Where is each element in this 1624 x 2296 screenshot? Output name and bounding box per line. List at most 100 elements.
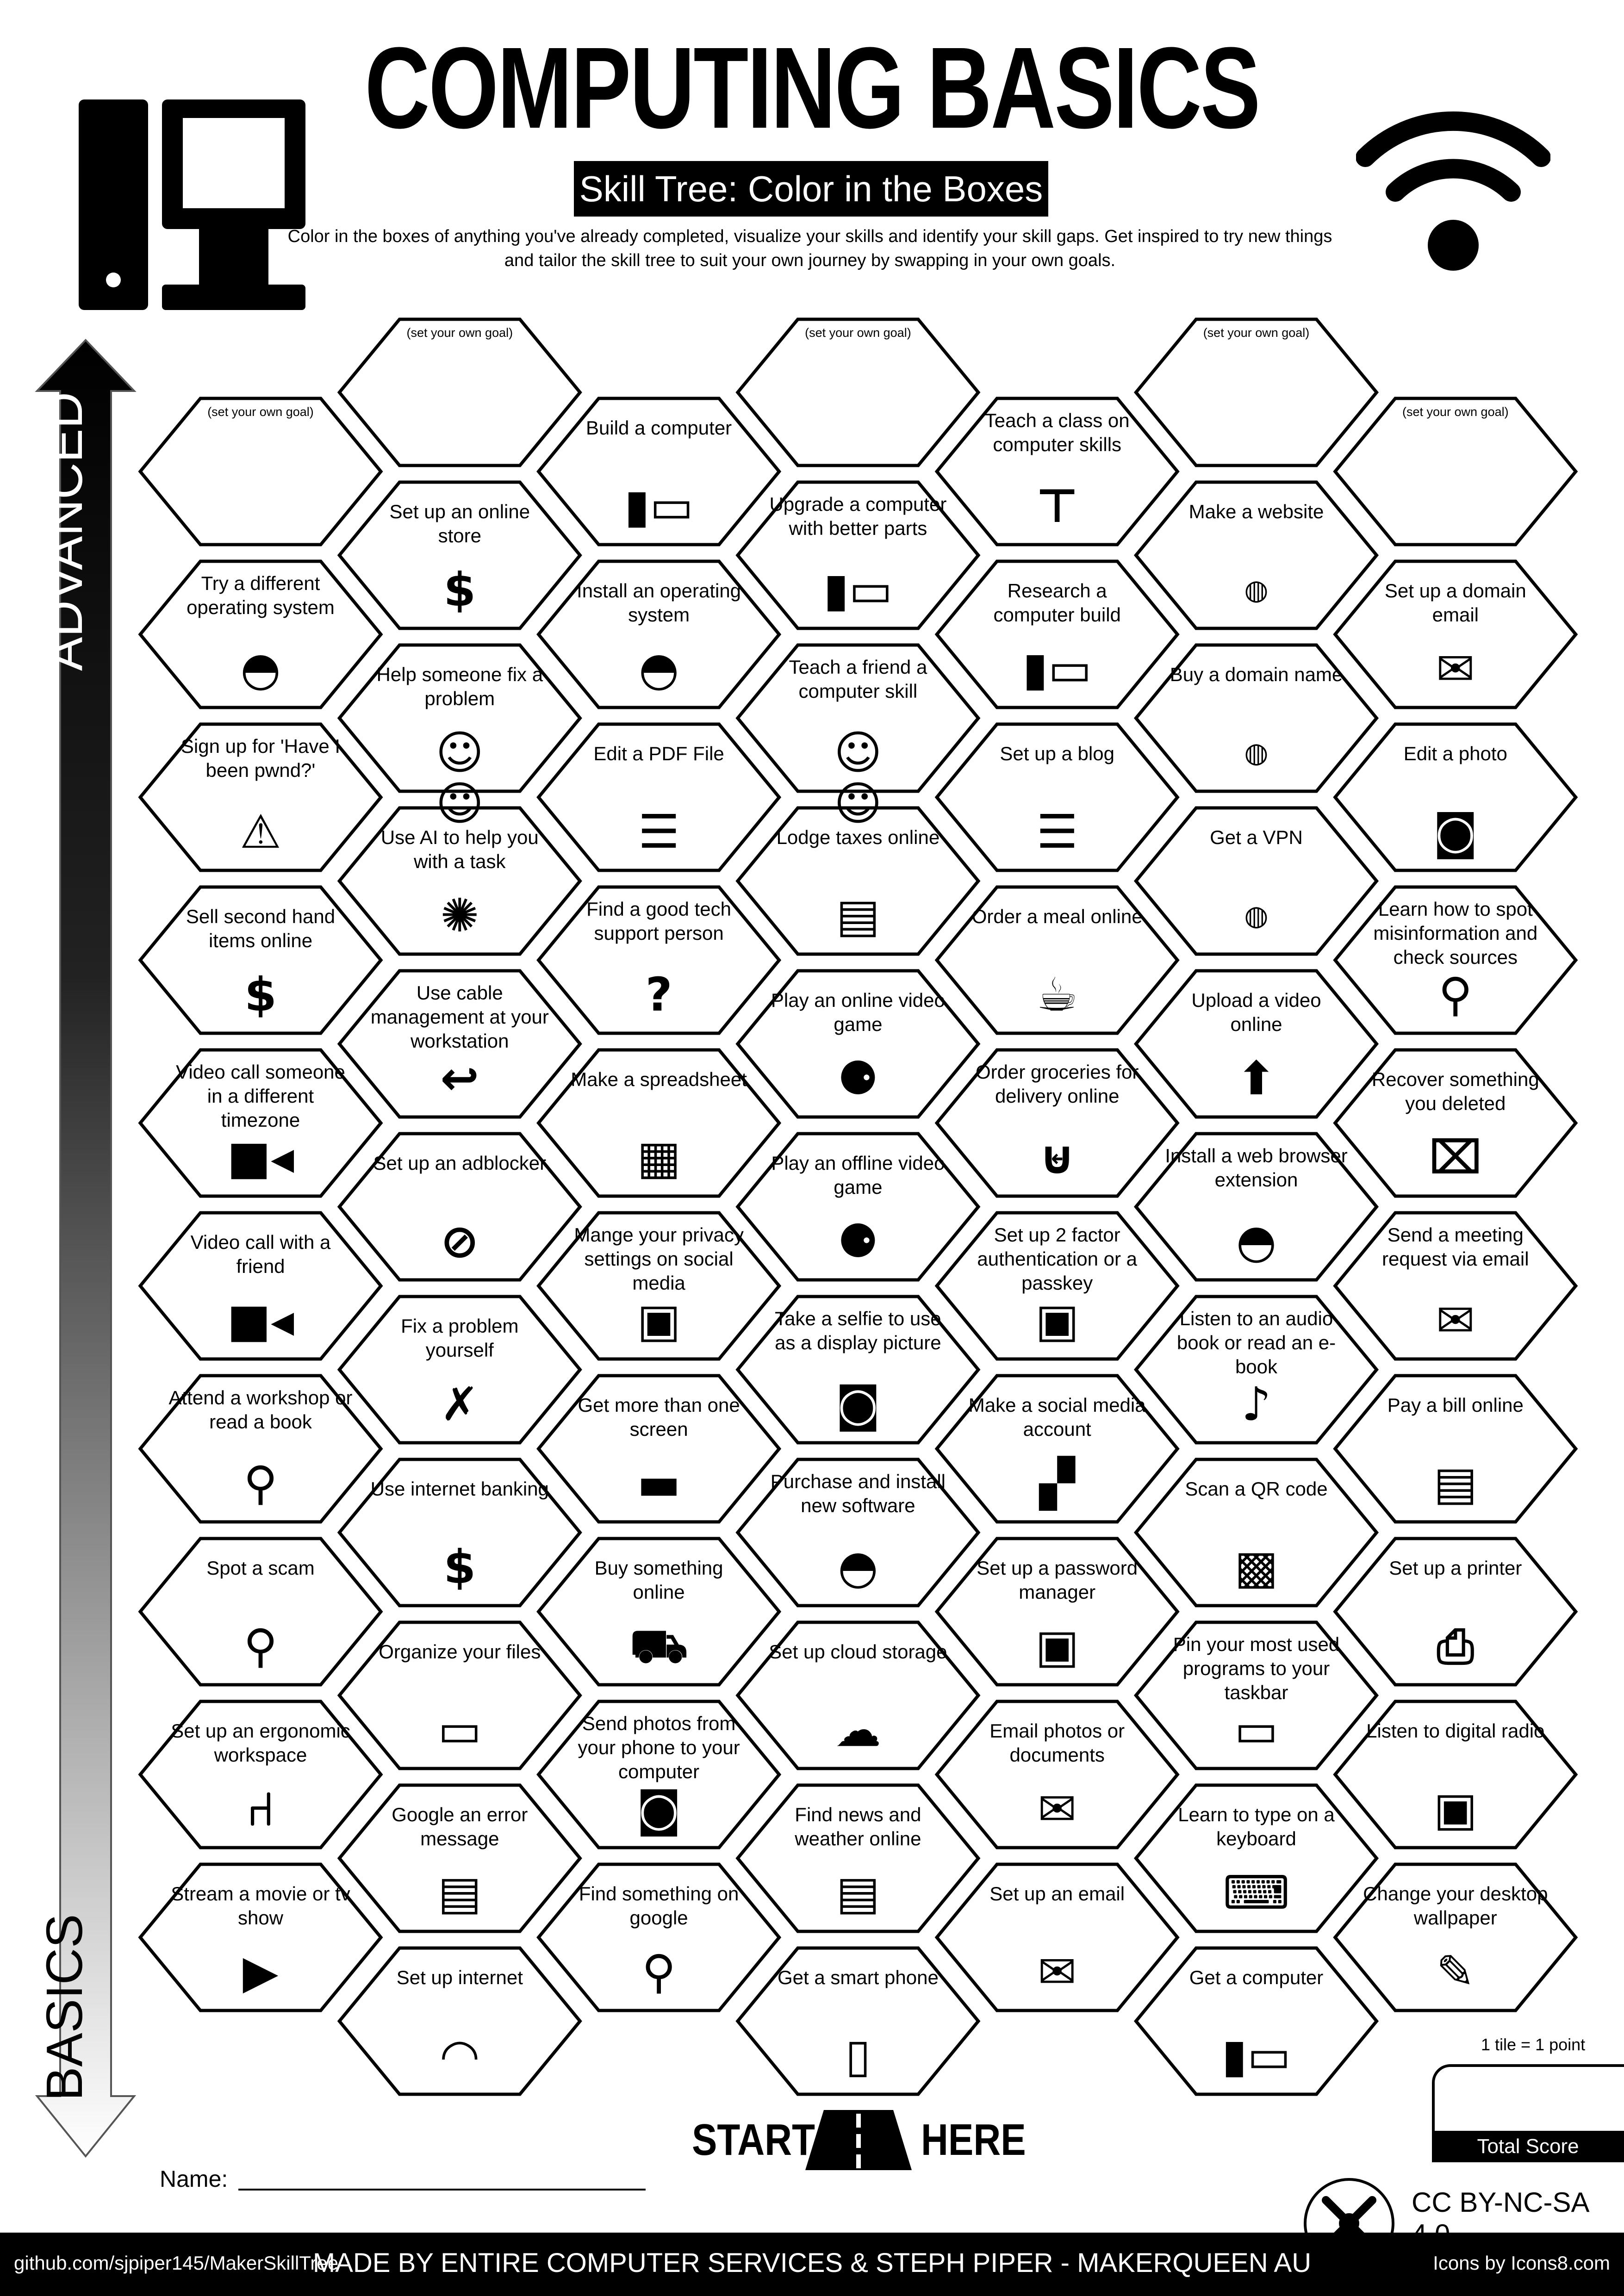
skill-hex[interactable]	[1333, 1862, 1578, 2012]
skill-hex[interactable]	[138, 1211, 383, 1361]
name-input-line[interactable]	[238, 2189, 646, 2191]
skill-hex[interactable]	[536, 397, 782, 546]
skill-hex[interactable]	[337, 806, 582, 956]
skill-hex[interactable]	[536, 1862, 782, 2012]
skill-hex[interactable]	[1333, 397, 1578, 546]
skill-hex[interactable]	[735, 1946, 981, 2096]
skill-hex[interactable]	[1333, 885, 1578, 1035]
skill-hex[interactable]	[1333, 1374, 1578, 1524]
skill-hex[interactable]	[1333, 1537, 1578, 1687]
skill-hex[interactable]	[138, 1700, 383, 1849]
skill-hex[interactable]	[735, 643, 981, 793]
skill-hex[interactable]	[138, 885, 383, 1035]
skill-hex[interactable]	[1133, 1946, 1379, 2096]
skill-hex[interactable]	[1133, 317, 1379, 467]
skill-hex[interactable]	[1133, 643, 1379, 793]
skill-hex[interactable]	[337, 1132, 582, 1282]
skill-hex[interactable]	[1133, 480, 1379, 630]
skill-label: Research a computer build	[993, 580, 1121, 626]
skill-hex[interactable]	[735, 1783, 981, 1933]
skill-hex[interactable]	[934, 722, 1180, 872]
skill-hex[interactable]	[337, 969, 582, 1119]
skill-label: Listen to digital radio	[1366, 1720, 1545, 1742]
skill-label: Set up 2 factor authentication or a pass…	[977, 1224, 1137, 1294]
skill-hex[interactable]	[934, 397, 1180, 546]
skill-hex[interactable]	[536, 1700, 782, 1849]
skill-hex[interactable]	[934, 1862, 1180, 2012]
skill-hex[interactable]	[735, 1295, 981, 1445]
skill-hex[interactable]	[536, 885, 782, 1035]
skill-hex[interactable]	[735, 1620, 981, 1770]
skill-label: Sell second hand items online	[186, 906, 336, 951]
skill-hex[interactable]	[337, 317, 582, 467]
skill-label: Video call someone in a different timezo…	[176, 1061, 345, 1131]
skill-hex[interactable]	[337, 1946, 582, 2096]
lock-icon: ▣	[1035, 1619, 1079, 1673]
github-link[interactable]: github.com/sjpiper145/MakerSkillTree	[14, 2252, 339, 2274]
skill-hex[interactable]	[337, 643, 582, 793]
skill-hex[interactable]	[934, 559, 1180, 709]
skill-label: Pin your most used programs to your task…	[1173, 1633, 1340, 1703]
skill-hex[interactable]	[1133, 969, 1379, 1119]
scoring-note: 1 tile = 1 point	[1481, 2035, 1586, 2054]
skill-hex[interactable]	[1133, 1620, 1379, 1770]
skill-hex[interactable]	[337, 1783, 582, 1933]
description: Color in the boxes of anything you've al…	[287, 227, 1332, 270]
skill-hex[interactable]	[735, 969, 981, 1119]
brain-icon: ✺	[440, 888, 479, 943]
skill-hex[interactable]	[138, 1048, 383, 1198]
skill-hex[interactable]	[1133, 806, 1379, 956]
skill-hex[interactable]	[735, 480, 981, 630]
skill-hex[interactable]	[1333, 559, 1578, 709]
skill-hex[interactable]	[1333, 722, 1578, 872]
skill-hex[interactable]	[735, 317, 981, 467]
skill-hex[interactable]	[934, 1374, 1180, 1524]
skill-hex[interactable]	[1133, 1132, 1379, 1282]
skill-hex[interactable]	[1133, 1295, 1379, 1445]
skill-hex[interactable]	[1133, 1458, 1379, 1607]
skill-hex[interactable]	[536, 1211, 782, 1361]
skill-hex[interactable]	[138, 722, 383, 872]
road-icon	[805, 2110, 912, 2170]
wifi-icon	[1356, 111, 1550, 271]
skill-hex[interactable]	[138, 397, 383, 546]
skill-label: Sign up for 'Have I been pwnd?'	[180, 735, 341, 781]
skill-hex[interactable]	[934, 1211, 1180, 1361]
icons-credit[interactable]: Icons by Icons8.com	[1433, 2252, 1610, 2274]
skill-label: Find news and weather online	[795, 1804, 921, 1849]
skill-hex[interactable]	[138, 1374, 383, 1524]
skill-label: Set up a blog	[1000, 743, 1114, 764]
skill-hex[interactable]	[934, 1048, 1180, 1198]
skill-hex[interactable]	[138, 559, 383, 709]
skill-label: Set up an online store	[389, 501, 530, 546]
computer-screen-icon: ▤	[438, 1866, 482, 1920]
newspaper-icon: ▤	[836, 1866, 880, 1920]
skill-hex[interactable]	[337, 1295, 582, 1445]
skill-hex[interactable]	[337, 1458, 582, 1607]
skill-hex[interactable]	[735, 1132, 981, 1282]
envelope-icon: ✉	[1038, 1782, 1077, 1836]
skill-hex[interactable]	[934, 1537, 1180, 1687]
skill-hex[interactable]	[934, 1700, 1180, 1849]
skill-hex[interactable]	[337, 1620, 582, 1770]
skill-hex[interactable]	[1333, 1211, 1578, 1361]
skill-hex[interactable]	[138, 1862, 383, 2012]
skill-hex[interactable]	[1333, 1700, 1578, 1849]
skill-hex[interactable]	[536, 1048, 782, 1198]
skill-hex[interactable]	[536, 1374, 782, 1524]
money-bag-icon: $	[443, 563, 476, 617]
skill-hex[interactable]	[138, 1537, 383, 1687]
skill-hex[interactable]	[536, 559, 782, 709]
set-your-own-goal-label: (set your own goal)	[1203, 326, 1310, 340]
skill-hex[interactable]	[1333, 1048, 1578, 1198]
presentation-icon: ⊤	[1036, 479, 1078, 533]
skill-hex[interactable]	[536, 1537, 782, 1687]
audiobook-icon: ♪	[1241, 1377, 1271, 1431]
skill-hex[interactable]	[934, 885, 1180, 1035]
skill-hex[interactable]	[735, 1458, 981, 1607]
skill-hex[interactable]	[735, 806, 981, 956]
skill-hex[interactable]	[1133, 1783, 1379, 1933]
skill-label: Email photos or documents	[989, 1720, 1125, 1766]
skill-hex[interactable]	[536, 722, 782, 872]
skill-hex[interactable]	[337, 480, 582, 630]
